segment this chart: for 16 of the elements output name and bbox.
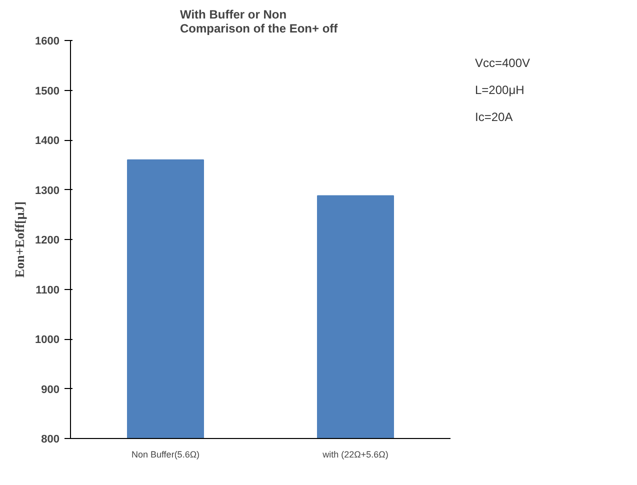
y-tick-label: 800 xyxy=(41,434,60,446)
y-tick-label: 1500 xyxy=(35,85,60,98)
y-tick-label: 1300 xyxy=(35,184,60,197)
y-axis-title: Eon+Eoff[μJ] xyxy=(12,201,28,278)
y-tick-label: 1600 xyxy=(35,36,60,48)
y-tick-label: 1200 xyxy=(35,234,60,246)
y-tick-label: 900 xyxy=(41,384,60,396)
y-tick-label: 1100 xyxy=(36,284,60,296)
text: Vcc=400V xyxy=(475,55,530,72)
chart-title: With Buffer or Non Comparison of the Eon+ off xyxy=(180,8,339,36)
x-tick-label: with (22Ω+5.6Ω) xyxy=(322,450,388,460)
x-tick-label: Non Buffer(5.6Ω) xyxy=(131,450,200,460)
y-tick-label: 1400 xyxy=(35,135,60,147)
text: Ic=20A xyxy=(475,109,514,126)
y-tick-label: 1000 xyxy=(35,334,60,346)
text: L=200μH xyxy=(475,82,526,100)
